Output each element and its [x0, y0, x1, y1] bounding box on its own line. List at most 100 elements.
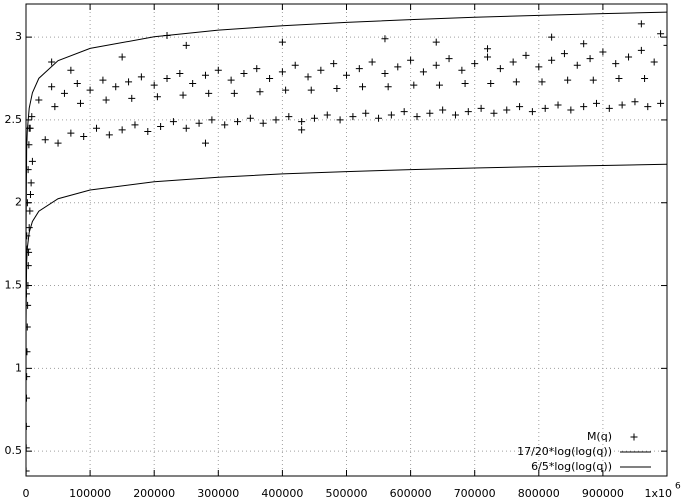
point [253, 65, 261, 73]
point [205, 89, 213, 97]
point [641, 75, 649, 83]
point [432, 38, 440, 46]
point [310, 114, 318, 122]
point [201, 139, 209, 147]
point [35, 96, 43, 104]
point [528, 108, 536, 116]
point [73, 79, 81, 87]
point [349, 113, 357, 121]
point [150, 81, 158, 89]
point [227, 76, 235, 84]
point [637, 20, 645, 28]
point [221, 121, 229, 129]
point [657, 30, 665, 38]
point [650, 58, 658, 66]
point [343, 71, 350, 79]
x-tick-label: 500000 [326, 487, 368, 500]
point [179, 91, 187, 99]
point [618, 101, 626, 109]
point [304, 73, 312, 81]
point [381, 70, 389, 78]
point [48, 58, 56, 66]
point [548, 56, 556, 64]
point [266, 75, 274, 83]
point [631, 98, 639, 106]
point [230, 89, 238, 97]
x-tick-label: 700000 [454, 487, 496, 500]
point [355, 65, 363, 73]
point [137, 73, 145, 81]
point [333, 84, 341, 92]
point [458, 66, 466, 74]
point [153, 93, 161, 101]
x-tick-label: 0 [23, 487, 30, 500]
point [26, 262, 32, 270]
point [554, 101, 562, 109]
point [27, 179, 35, 187]
point [471, 60, 479, 68]
point [76, 99, 84, 107]
point [381, 35, 389, 43]
point [435, 81, 443, 89]
legend-label: 17/20*log(log(q)) [517, 445, 612, 458]
y-tick-label: 2.5 [5, 113, 23, 126]
curve [26, 163, 667, 468]
point [445, 55, 453, 63]
point [278, 68, 286, 76]
point [298, 126, 306, 134]
point [307, 86, 315, 94]
point [336, 116, 344, 124]
point [26, 190, 34, 198]
point [419, 68, 427, 76]
point [128, 94, 136, 102]
point [67, 66, 75, 74]
point [439, 106, 447, 114]
point [112, 83, 120, 91]
y-tick-label: 2 [15, 196, 22, 209]
point [512, 78, 520, 86]
point [298, 118, 306, 126]
point [375, 114, 383, 122]
point [484, 45, 492, 53]
point [86, 86, 94, 94]
curve [26, 11, 667, 440]
point [359, 83, 367, 91]
point [256, 88, 264, 96]
point [54, 139, 62, 147]
point [26, 323, 31, 331]
point [240, 70, 248, 78]
point [394, 63, 402, 71]
x-tick-label: 100000 [69, 487, 111, 500]
point [80, 132, 88, 140]
legend-label: 6/5*log(log(q)) [531, 460, 612, 473]
x-tick-exponent: 6 [675, 482, 681, 492]
point [461, 79, 469, 87]
x-tick-label: 300000 [197, 487, 239, 500]
point [26, 373, 31, 381]
point [26, 199, 31, 207]
point [657, 99, 665, 107]
y-tick-label: 1.5 [5, 279, 23, 292]
point [131, 121, 139, 129]
point [400, 108, 408, 116]
point [26, 301, 32, 309]
point [169, 118, 177, 126]
x-tick-label: 800000 [518, 487, 560, 500]
point [317, 66, 325, 74]
point [28, 113, 36, 121]
point [477, 104, 485, 112]
point [67, 129, 75, 137]
point [615, 75, 623, 83]
point [589, 76, 597, 84]
point [567, 106, 575, 114]
point [464, 108, 472, 116]
point [118, 53, 126, 61]
point [26, 207, 34, 215]
point [573, 61, 581, 69]
x-tick-label: 1x10 [644, 487, 672, 500]
point [93, 124, 101, 132]
point [208, 116, 216, 124]
point [51, 103, 59, 111]
point [105, 131, 113, 139]
